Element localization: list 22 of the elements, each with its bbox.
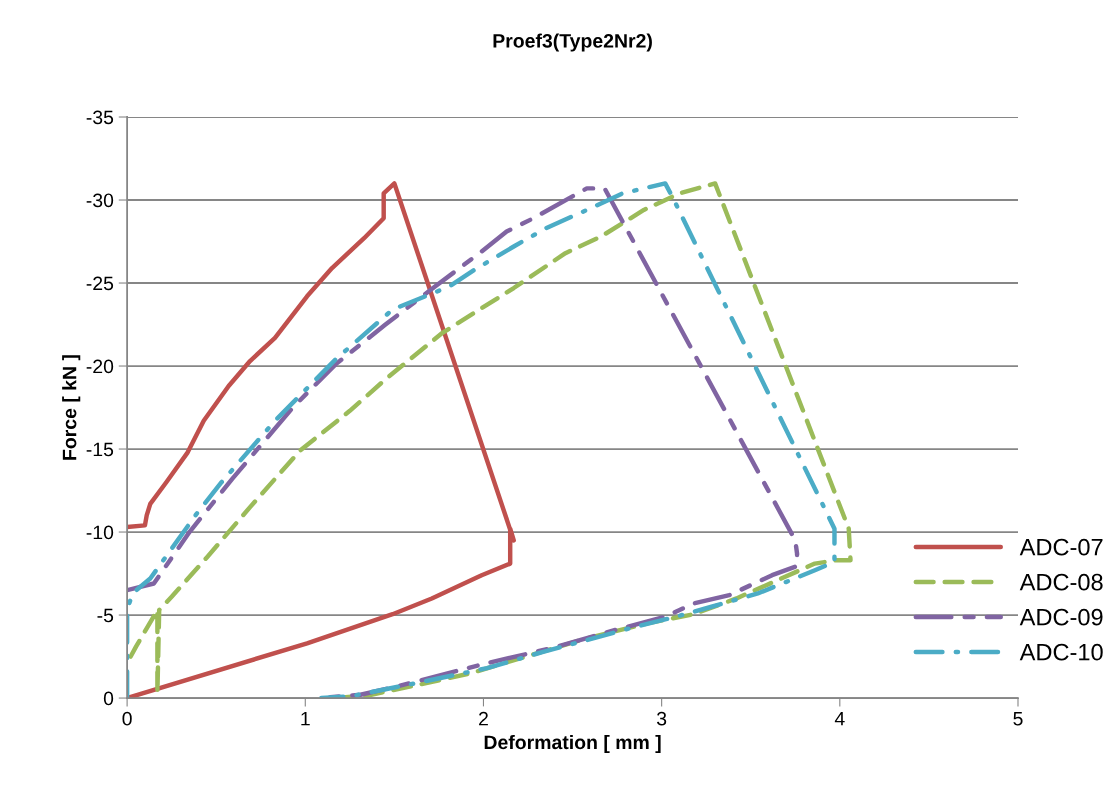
y-tick-label: 0 <box>103 691 114 706</box>
line-series <box>127 181 516 699</box>
y-tick-label: -10 <box>86 525 114 540</box>
legend-label: ADC-10 <box>1019 643 1103 661</box>
legend-label: ADC-09 <box>1019 608 1103 626</box>
y-tick-label: -30 <box>86 193 114 208</box>
x-tick-label: 4 <box>834 711 845 726</box>
y-axis-title: Force [ kN ] <box>62 355 81 460</box>
x-axis-title: Deformation [ mm ] <box>484 734 661 754</box>
x-tick-label: 2 <box>479 711 488 726</box>
y-tick-label: -25 <box>86 276 114 291</box>
y-tick-label: -35 <box>86 110 114 125</box>
y-tick-label: -15 <box>86 442 114 457</box>
y-tick-label: -20 <box>86 359 114 374</box>
chart-title: Proef3(Type2Nr2) <box>493 33 652 52</box>
legend-label: ADC-07 <box>1019 538 1103 556</box>
y-tick-label: -5 <box>97 608 114 623</box>
x-tick-label: 5 <box>1013 711 1023 726</box>
x-tick-label: 1 <box>301 711 310 726</box>
legend-label: ADC-08 <box>1019 573 1103 591</box>
x-tick-label: 0 <box>122 711 132 726</box>
x-tick-label: 3 <box>656 711 667 726</box>
